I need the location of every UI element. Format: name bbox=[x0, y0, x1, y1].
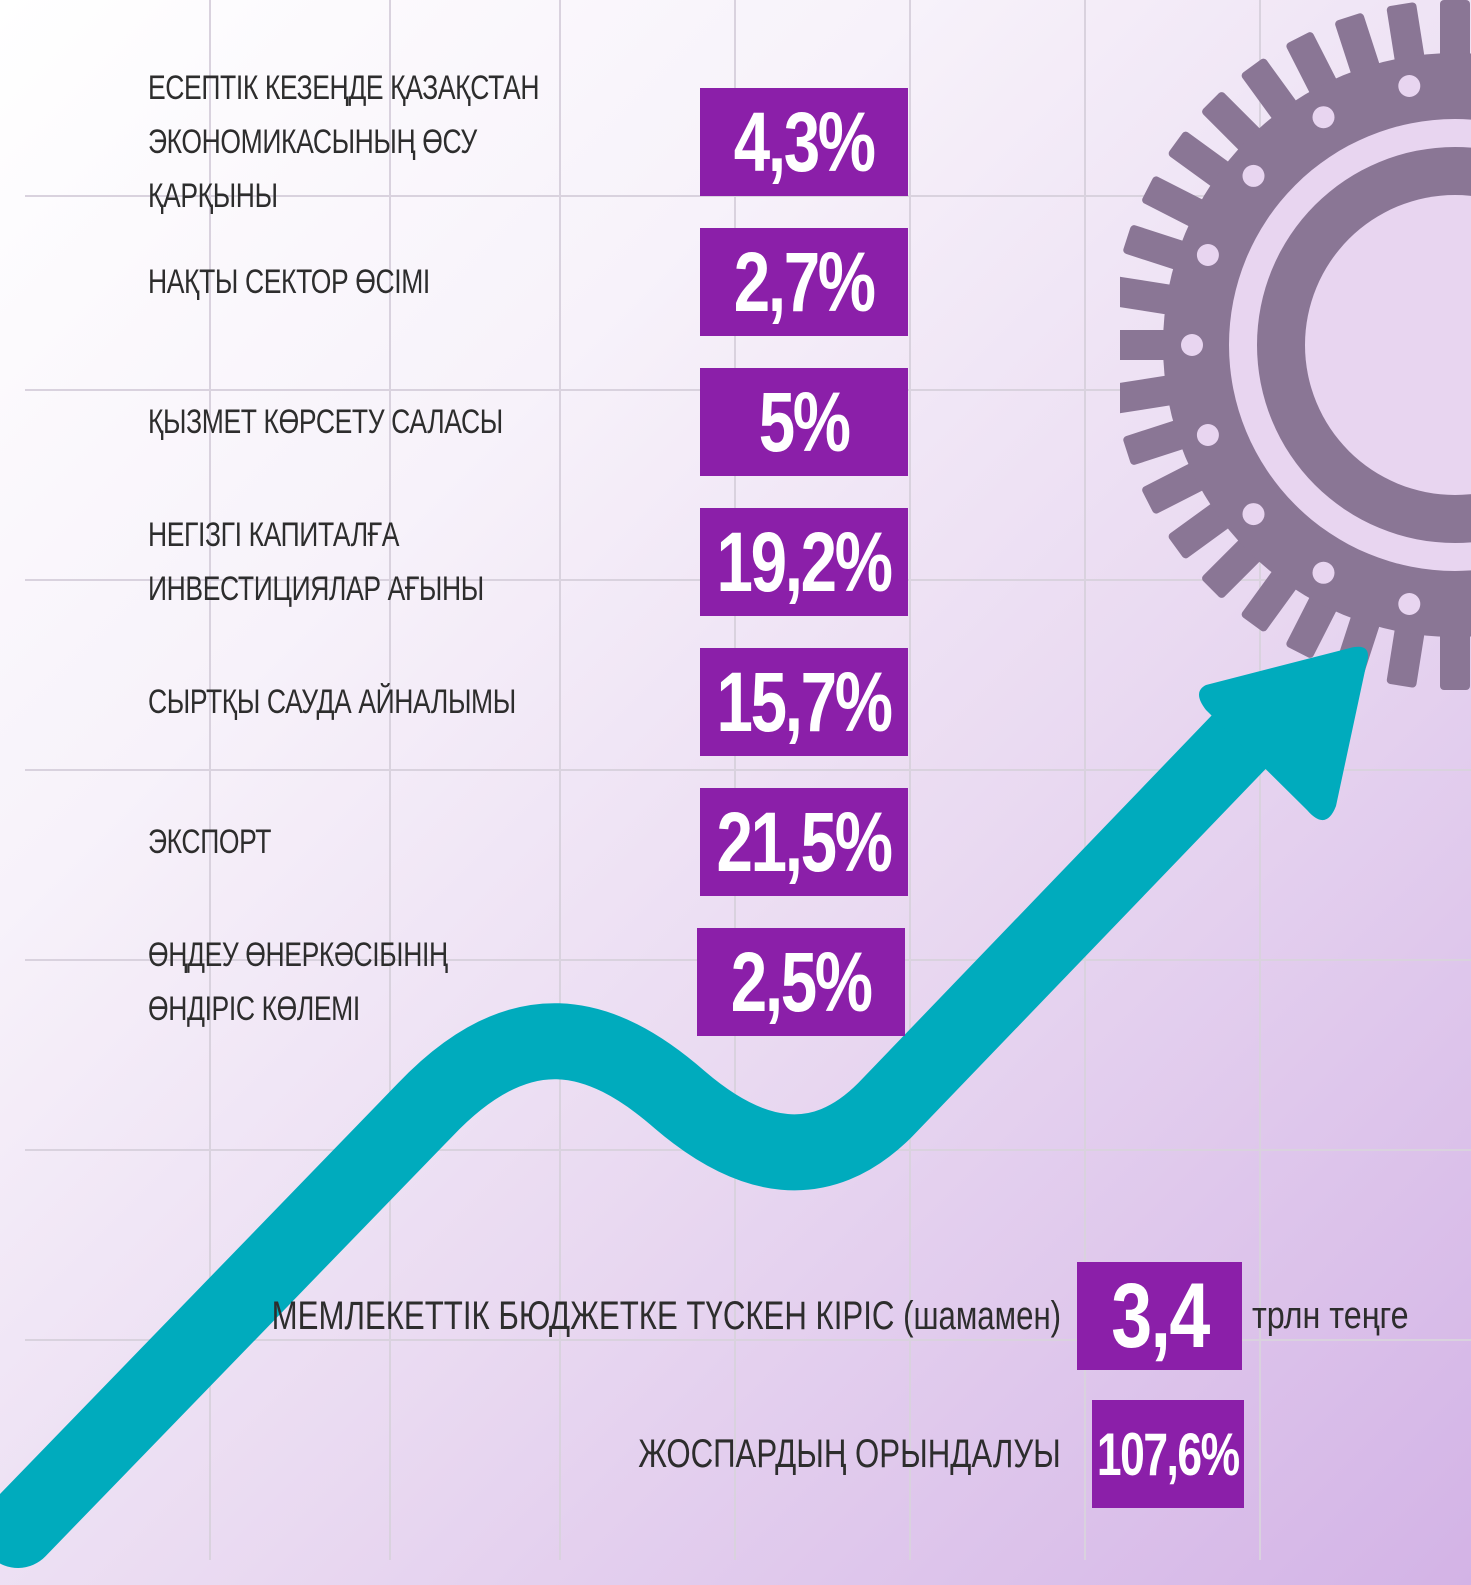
stat-label: ЕСЕПТІК КЕЗЕҢДЕ ҚАЗАҚСТАН ЭКОНОМИКАСЫНЫҢ… bbox=[148, 69, 540, 215]
stat-value-box: 15,7% bbox=[700, 648, 908, 756]
stat-value: 4,3% bbox=[734, 94, 876, 189]
plan-label: ЖОСПАРДЫҢ ОРЫНДАЛУЫ bbox=[638, 1431, 1061, 1476]
stat-value-box: 19,2% bbox=[700, 508, 908, 616]
stat-value: 5% bbox=[758, 374, 851, 469]
stat-label: ҚЫЗМЕТ КӨРСЕТУ САЛАСЫ bbox=[148, 403, 503, 441]
stat-label: СЫРТҚЫ САУДА АЙНАЛЫМЫ bbox=[148, 683, 516, 721]
stat-value: 15,7% bbox=[716, 654, 893, 749]
stat-label: ӨҢДЕУ ӨНЕРКӘСІБІНІҢ ӨНДІРІС КӨЛЕМІ bbox=[148, 936, 448, 1028]
gear-icon bbox=[1120, 0, 1471, 690]
stat-label: НЕГІЗГІ КАПИТАЛҒА ИНВЕСТИЦИЯЛАР АҒЫНЫ bbox=[148, 516, 484, 608]
stat-value-box: 2,7% bbox=[700, 228, 908, 336]
stat-value-box: 21,5% bbox=[700, 788, 908, 896]
revenue-value: 3,4 bbox=[1110, 1264, 1210, 1367]
revenue-label: МЕМЛЕКЕТТІК БЮДЖЕТКЕ ТҮСКЕН КІРІС (шамам… bbox=[271, 1293, 1061, 1338]
stat-value: 2,5% bbox=[731, 934, 873, 1029]
stat-value: 2,7% bbox=[734, 234, 876, 329]
stat-label: ЭКСПОРТ bbox=[148, 823, 272, 861]
revenue-unit: трлн теңге bbox=[1252, 1294, 1409, 1337]
stat-value: 21,5% bbox=[716, 794, 893, 889]
stat-value: 19,2% bbox=[716, 514, 893, 609]
stat-label: НАҚТЫ СЕКТОР ӨСІМІ bbox=[148, 263, 430, 301]
stat-value-box: 2,5% bbox=[697, 928, 905, 1036]
stat-value-box: 5% bbox=[700, 368, 908, 476]
revenue-value-box: 3,4 bbox=[1077, 1262, 1242, 1370]
stat-value-box: 4,3% bbox=[700, 88, 908, 196]
plan-value: 107,6% bbox=[1097, 1420, 1240, 1488]
plan-value-box: 107,6% bbox=[1092, 1400, 1244, 1508]
